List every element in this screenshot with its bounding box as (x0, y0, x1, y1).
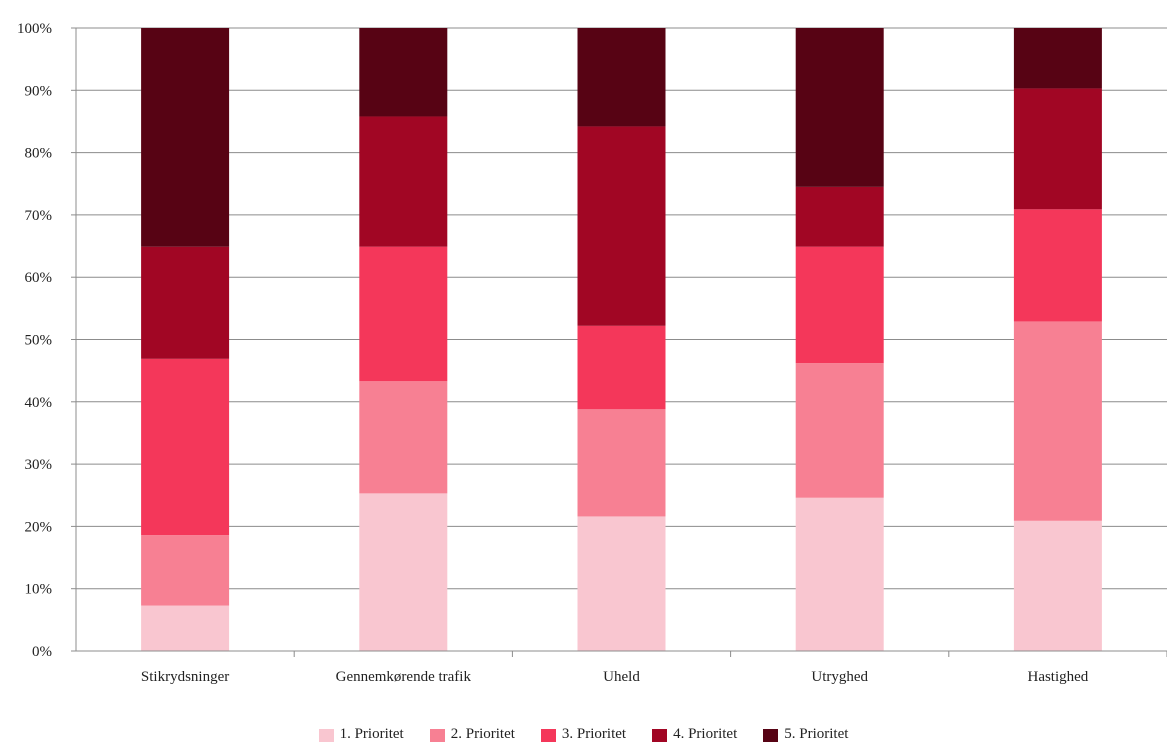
legend-item: 5. Prioritet (763, 726, 848, 742)
x-axis-category-labels: Stikrydsninger Gennemkørende trafik Uheld U… (141, 669, 1089, 685)
legend-swatch (540, 729, 556, 742)
bar-segment-1 (1013, 520, 1102, 651)
bar-segment-5 (795, 28, 884, 187)
y-tick-label: 70% (25, 208, 53, 224)
bar-segment-5 (577, 28, 666, 127)
y-tick-label: 20% (25, 519, 53, 535)
y-tick-label: 80% (25, 146, 53, 162)
bar-segment-4 (359, 116, 448, 247)
legend-item: 1. Prioritet (318, 726, 404, 742)
legend-swatch (318, 729, 334, 742)
bar-segment-3 (141, 358, 230, 536)
bar-segment-2 (795, 363, 884, 498)
bar-segment-1 (577, 516, 666, 651)
legend-item: 3. Prioritet (540, 726, 627, 742)
bar-segment-4 (795, 186, 884, 247)
legend-label: 4. Prioritet (673, 726, 738, 742)
y-tick-label: 40% (25, 395, 53, 411)
bar-segment-4 (141, 246, 230, 359)
legend-label: 3. Prioritet (561, 726, 627, 742)
y-tick-label: 10% (25, 582, 53, 598)
y-tick-label: 90% (25, 83, 53, 99)
bar-segment-2 (1013, 321, 1102, 521)
bar-segment-5 (1013, 28, 1102, 89)
x-category-label: Gennemkørende trafik (336, 669, 472, 685)
legend-label: 1. Prioritet (339, 726, 404, 742)
bar-segment-3 (795, 246, 884, 364)
y-tick-label: 50% (25, 333, 53, 349)
bar-segment-5 (141, 28, 230, 247)
bar-segment-1 (359, 493, 448, 651)
bar-segment-3 (577, 325, 666, 410)
bar-segment-4 (1013, 88, 1102, 210)
legend-swatch (652, 729, 668, 742)
x-category-label: Utryghed (811, 669, 868, 685)
legend-label: 2. Prioritet (450, 726, 515, 742)
bar-stacks (141, 28, 1102, 651)
legend-item: 4. Prioritet (652, 726, 737, 742)
y-tick-label: 60% (25, 270, 53, 286)
legend-item: 2. Prioritet (429, 726, 515, 742)
legend-swatch (763, 729, 779, 742)
x-category-label: Hastighed (1027, 669, 1088, 685)
x-category-label: Uheld (603, 669, 640, 685)
stacked-bar-chart: 0% 10% 20% 30% 40% 50% 60% 70% 80% 90% 100% Stikry… (17, 21, 1167, 685)
bar-segment-5 (359, 28, 448, 117)
y-tick-label: 30% (25, 457, 53, 473)
bar-segment-1 (795, 497, 884, 651)
bar-segment-4 (577, 126, 666, 326)
x-category-label: Stikrydsninger (141, 669, 229, 685)
y-tick-label: 0% (32, 644, 52, 660)
y-tick-label: 100% (17, 21, 52, 37)
bar-segment-2 (359, 381, 448, 494)
bar-segment-3 (1013, 209, 1102, 322)
y-axis-tick-labels: 0% 10% 20% 30% 40% 50% 60% 70% 80% 90% 100% (17, 21, 52, 660)
bar-segment-3 (359, 246, 448, 382)
bar-segment-2 (577, 409, 666, 517)
legend: 1. Prioritet 2. Prioritet 3. Prioritet 4. P… (0, 726, 1167, 742)
axes (71, 27, 1167, 657)
bar-segment-1 (141, 605, 230, 651)
legend-label: 5. Prioritet (784, 726, 849, 742)
bar-segment-2 (141, 535, 230, 606)
legend-swatch (429, 729, 445, 742)
